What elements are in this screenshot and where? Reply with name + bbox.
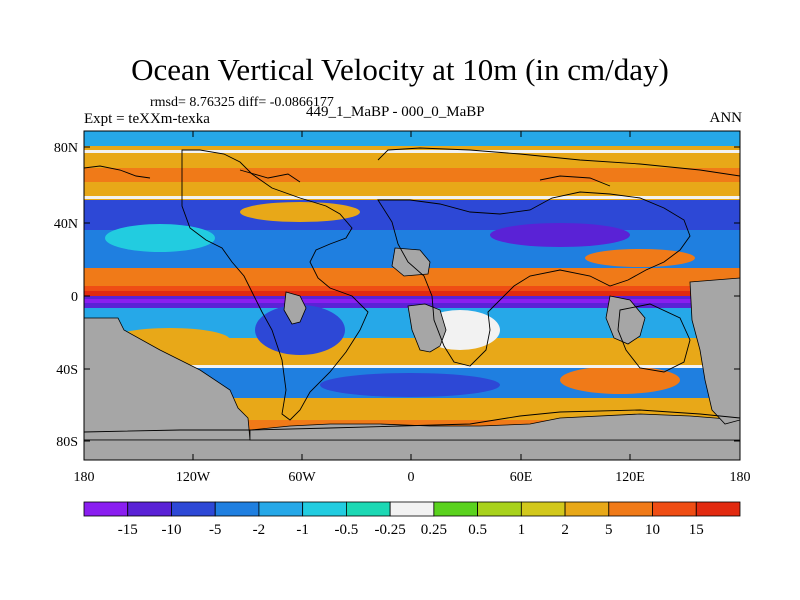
lon-label: 120E (615, 470, 645, 485)
lon-label: 180 (74, 470, 95, 485)
colorbar-label: -15 (118, 522, 138, 538)
patch-south-america-blue (255, 305, 345, 355)
colorbar-label: -0.25 (375, 522, 406, 538)
lat-label: 80S (56, 435, 78, 450)
lon-label: 60W (288, 470, 316, 485)
equator-upwelling-core (84, 291, 740, 296)
colorbar-swatch (258, 501, 304, 517)
colorbar-label: -2 (253, 522, 266, 538)
colorbar-label: 0.25 (421, 522, 447, 538)
patch-west-pacific-orange (585, 249, 695, 267)
land-north-africa (391, 247, 431, 277)
colorbar-swatch (171, 501, 216, 517)
colorbar-swatch (652, 501, 697, 517)
patch-south-indian-orange (560, 366, 680, 394)
colorbar-swatch (83, 501, 129, 517)
south-white-streak (84, 365, 740, 368)
colorbar-swatch (695, 501, 741, 517)
colorbar-swatch (520, 501, 566, 517)
colorbar-label: 2 (561, 522, 569, 538)
lon-label: 180 (730, 470, 751, 485)
land-africa (407, 303, 447, 353)
land-maritime (605, 295, 646, 345)
coast-central-asia (539, 175, 611, 187)
patch-north-atlantic-orange (240, 202, 360, 222)
lon-label: 120W (176, 470, 211, 485)
colorbar-label: 10 (645, 522, 660, 538)
land-antarctica (84, 439, 740, 460)
lon-label: 60E (510, 470, 533, 485)
north-white-streak (84, 196, 740, 199)
land-east-pacific (689, 277, 740, 425)
coast-africa-eurasia (377, 191, 691, 367)
rmsd-diff-stats: rmsd= 8.76325 diff= -0.0866177 (150, 95, 334, 110)
land-masses (84, 247, 740, 460)
equator-downwelling-core (84, 299, 740, 303)
lat-label: 40N (54, 217, 78, 232)
patch-south-atlantic-blue (320, 373, 500, 397)
colorbar-swatch (608, 501, 653, 517)
colorbar-swatch (389, 501, 435, 517)
patch-north-pacific-cyan (105, 224, 215, 252)
coast-eurasia-north (377, 147, 740, 177)
plot-title: Ocean Vertical Velocity at 10m (in cm/da… (131, 52, 669, 87)
map-field-layer (84, 131, 740, 460)
map-axes: 80N 40N 0 40S 80S 180 120W 60W 0 60E 120E 180 (54, 131, 751, 485)
colorbar-swatch (345, 501, 391, 517)
band-southern-ocean (84, 398, 740, 420)
colorbar-label: -1 (296, 522, 309, 538)
colorbar-label: -0.5 (335, 522, 359, 538)
band-north-eq-upwelling (84, 268, 740, 286)
colorbar-label: -5 (209, 522, 222, 538)
lat-label: 40S (56, 363, 78, 378)
land-antarctic-shelf (249, 413, 740, 441)
difference-label: 449_1_MaBP - 000_0_MaBP (306, 104, 485, 120)
coastlines (84, 147, 740, 433)
colorbar-label: 1 (518, 522, 526, 538)
colorbar-swatch (127, 501, 172, 517)
colorbar-swatch (214, 501, 260, 517)
coast-north-america-arctic (239, 169, 301, 183)
experiment-label: Expt = teXXm-texka (84, 111, 210, 127)
patch-indian-purple (490, 223, 630, 247)
band-north-mid2 (84, 182, 740, 200)
coast-alaska (84, 165, 151, 179)
band-north-mid (84, 168, 740, 182)
colorbar-label: 0.5 (468, 522, 487, 538)
coast-americas (181, 149, 369, 421)
colorbar-swatch (433, 501, 479, 517)
arctic-white-streak (84, 150, 740, 153)
colorbar-label: -10 (161, 522, 181, 538)
colorbar-swatch (302, 501, 347, 517)
season-label: ANN (709, 110, 743, 126)
colorbar-swatch (477, 501, 522, 517)
lon-label: 0 (408, 470, 415, 485)
band-arctic (84, 131, 740, 146)
coast-antarctica (84, 409, 740, 433)
land-south-america-bulge (283, 291, 307, 325)
coast-australia (617, 303, 691, 373)
lat-label: 80N (54, 141, 78, 156)
colorbar-label: 5 (605, 522, 613, 538)
colorbar-label: 15 (689, 522, 704, 538)
colorbar-swatch (564, 501, 610, 517)
colorbar: -15 -10 -5 -2 -1 -0.5 -0.25 0.25 0.5 1 2 5 10 15 (83, 501, 741, 538)
band-north-subtropic (84, 200, 740, 230)
lat-label: 0 (71, 290, 78, 305)
